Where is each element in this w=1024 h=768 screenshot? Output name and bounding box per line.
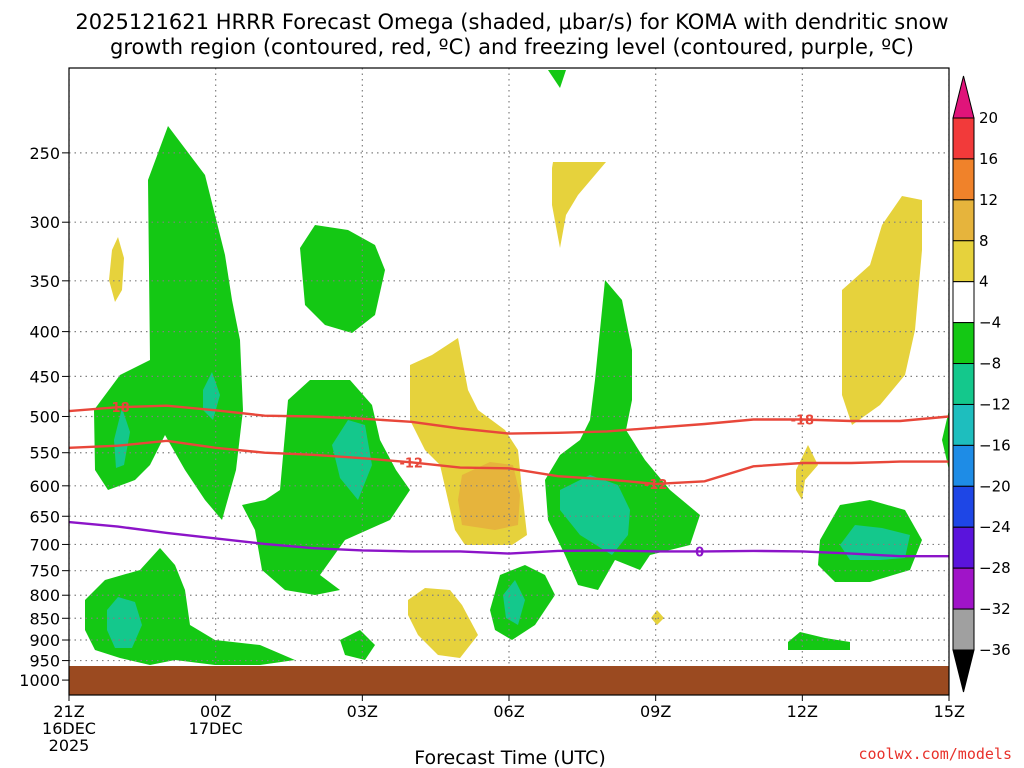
colorbar-band (952, 363, 975, 405)
y-tick-label: 300 (29, 213, 60, 232)
contour-line-1 (69, 439, 949, 486)
colorbar-band (952, 567, 975, 610)
y-tick-label: 250 (29, 144, 60, 163)
contour-label: -12 (399, 456, 423, 471)
colorbar-band (952, 322, 975, 365)
x-axis-title: Forecast Time (UTC) (414, 747, 605, 768)
omega-region-teal (332, 420, 372, 500)
plot-area: -18 -18 -12 -12 0 (69, 68, 949, 695)
colorbar-label: −12 (979, 395, 1011, 413)
x-tick-label: 16DEC (42, 719, 96, 738)
colorbar-label: −28 (979, 559, 1011, 577)
omega-region-green (242, 380, 410, 595)
contour-label: -18 (106, 401, 130, 416)
y-tick-label: 350 (29, 272, 60, 291)
colorbar-band (952, 444, 975, 487)
omega-region-teal (114, 408, 130, 468)
y-tick-label: 1000 (19, 671, 60, 690)
contour-label: -12 (644, 478, 668, 493)
omega-region-yellow (651, 610, 664, 625)
colorbar-label: 4 (979, 273, 989, 291)
colorbar-label: 12 (979, 191, 998, 209)
colorbar-band (952, 485, 975, 528)
x-tick-label: 03Z (347, 702, 378, 721)
colorbar-band (952, 281, 975, 324)
x-tick-label: 2025 (49, 736, 90, 755)
x-tick-label: 15Z (934, 702, 965, 721)
contour-lines: -18 -18 -12 -12 0 (69, 401, 949, 560)
omega-region-green (942, 410, 949, 470)
watermark: coolwx.com/models (858, 745, 1012, 763)
y-axis: 250 300 350 400 450 500 550 600 650 700 750 800 850 9… (19, 144, 69, 690)
y-tick-label: 600 (29, 477, 60, 496)
omega-region-green (545, 280, 700, 590)
colorbar-label: −4 (979, 314, 1001, 332)
omega-region-green (340, 630, 375, 660)
colorbar-band (952, 158, 975, 201)
y-tick-label: 400 (29, 323, 60, 342)
y-tick-label: 950 (29, 652, 60, 671)
omega-shading (85, 70, 949, 665)
colorbar-label: −8 (979, 355, 1001, 373)
colorbar-band (952, 403, 975, 446)
omega-region-green (548, 70, 566, 88)
colorbar-label: −36 (979, 641, 1011, 659)
omega-region-yellow (552, 162, 606, 248)
colorbar-band (952, 240, 975, 283)
colorbar-band (952, 526, 975, 569)
colorbar: 20 16 12 8 4 −4 −8 −12 −16 −20 −24 −28 −32 −36 (952, 75, 1011, 693)
colorbar-label: −32 (979, 600, 1011, 618)
x-tick-label: 21Z (53, 702, 84, 721)
contour-line-0 (69, 404, 949, 435)
colorbar-band (952, 608, 975, 651)
omega-region-green (300, 225, 385, 333)
colorbar-band (952, 117, 975, 160)
omega-region-green (94, 126, 243, 520)
colorbar-band (952, 199, 975, 242)
omega-region-orange (458, 462, 520, 530)
chart-title-line-1: 2025121621 HRRR Forecast Omega (shaded, … (75, 10, 948, 34)
contour-label: -18 (791, 414, 815, 429)
omega-region-teal (107, 597, 142, 648)
colorbar-bottom-arrow (952, 649, 975, 693)
ground-fill (69, 666, 949, 695)
omega-region-yellow (408, 588, 478, 658)
contour-line-2 (69, 520, 949, 558)
omega-region-green (85, 548, 295, 665)
x-tick-label: 17DEC (189, 719, 243, 738)
omega-region-yellow (842, 196, 922, 425)
colorbar-label: −16 (979, 436, 1011, 454)
y-tick-label: 500 (29, 407, 60, 426)
y-tick-label: 900 (29, 631, 60, 650)
y-tick-label: 650 (29, 507, 60, 526)
contour-label: 0 (695, 545, 704, 560)
y-tick-label: 800 (29, 586, 60, 605)
x-tick-label: 00Z (200, 702, 231, 721)
colorbar-top-arrow (952, 75, 975, 119)
colorbar-label: 8 (979, 232, 989, 250)
x-tick-label: 09Z (640, 702, 671, 721)
y-tick-label: 850 (29, 609, 60, 628)
omega-region-teal (203, 372, 220, 420)
y-tick-label: 550 (29, 444, 60, 463)
omega-region-teal (840, 525, 910, 560)
omega-region-green (788, 632, 850, 650)
omega-region-yellow (109, 237, 124, 302)
x-tick-label: 06Z (493, 702, 524, 721)
colorbar-label: −24 (979, 518, 1011, 536)
colorbar-label: −20 (979, 477, 1011, 495)
colorbar-label: 16 (979, 150, 998, 168)
omega-region-teal (560, 475, 630, 555)
y-tick-label: 700 (29, 535, 60, 554)
y-tick-label: 450 (29, 367, 60, 386)
colorbar-label: 20 (979, 109, 998, 127)
chart-title-line-2: growth region (contoured, red, ºC) and f… (110, 35, 914, 59)
x-tick-label: 12Z (787, 702, 818, 721)
y-tick-label: 750 (29, 562, 60, 581)
